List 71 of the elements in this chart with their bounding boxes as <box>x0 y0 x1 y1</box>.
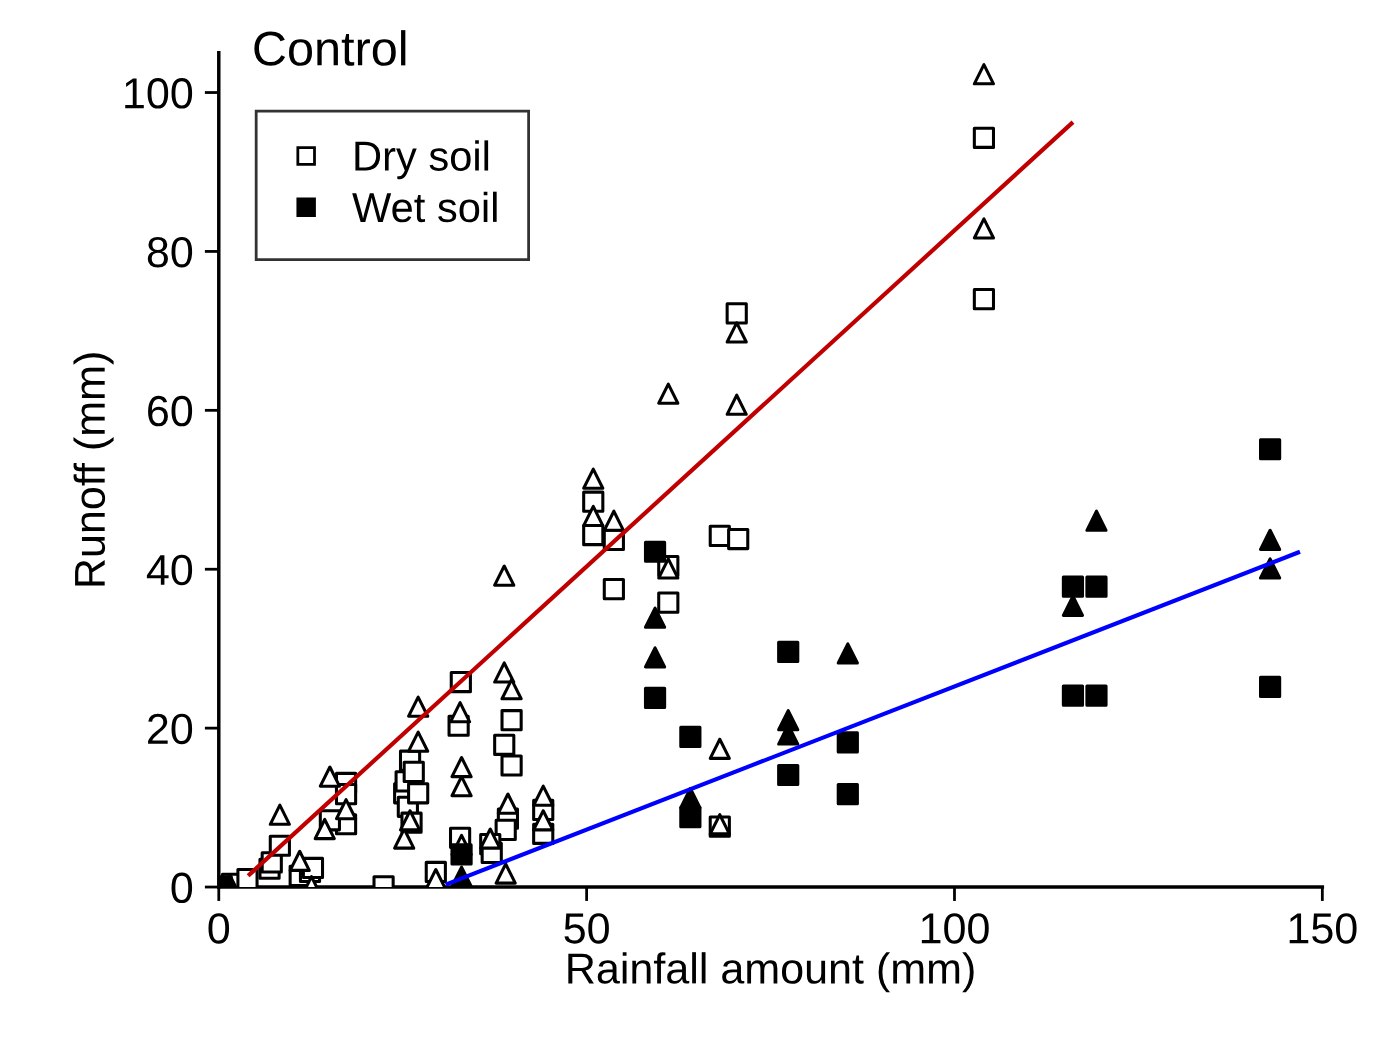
point <box>1259 675 1282 698</box>
point <box>643 686 667 710</box>
y-tick-label: 100 <box>125 78 193 109</box>
point <box>836 642 859 665</box>
point <box>836 782 859 806</box>
point <box>777 763 800 787</box>
y-tick-label: 40 <box>146 554 193 586</box>
point <box>494 818 517 841</box>
point <box>1061 594 1085 617</box>
point <box>493 564 516 587</box>
point <box>500 678 523 701</box>
point <box>450 755 473 779</box>
point <box>313 817 336 841</box>
point <box>496 792 520 815</box>
point <box>643 540 667 563</box>
point <box>532 809 555 832</box>
point <box>972 217 996 240</box>
y-axis-title: Runoff (mm) <box>73 353 114 586</box>
point <box>602 577 625 601</box>
point <box>708 737 731 760</box>
point <box>1061 684 1085 707</box>
point <box>582 490 605 513</box>
point <box>448 701 472 724</box>
point <box>1259 528 1282 551</box>
point <box>450 843 473 866</box>
point <box>407 695 430 718</box>
point <box>777 640 800 663</box>
point <box>643 646 667 669</box>
y-tick-label: 60 <box>148 395 193 427</box>
point <box>643 606 667 629</box>
y-tick-label: 0 <box>171 872 193 904</box>
point <box>836 731 859 754</box>
point <box>402 760 425 783</box>
point <box>532 784 555 807</box>
y-tick-label: 20 <box>148 713 193 745</box>
point <box>582 467 605 490</box>
point <box>493 733 516 756</box>
point <box>268 803 291 826</box>
point <box>725 393 748 416</box>
x-tick-label: 50 <box>564 913 609 944</box>
point <box>1085 509 1108 532</box>
point <box>725 302 748 325</box>
x-tick-label: 0 <box>208 913 230 944</box>
point <box>493 661 516 684</box>
point <box>657 591 680 614</box>
legend-label: Wet soil <box>352 191 497 223</box>
point <box>407 782 430 805</box>
point <box>334 798 358 821</box>
y-tick-label: 80 <box>147 236 193 268</box>
point <box>1085 575 1108 598</box>
x-tick-label: 150 <box>1289 913 1357 944</box>
point <box>1085 684 1108 707</box>
point <box>972 288 996 311</box>
point <box>500 709 523 732</box>
point <box>1259 438 1282 461</box>
point <box>450 775 473 798</box>
point <box>1061 575 1085 598</box>
point <box>679 725 702 748</box>
point <box>479 827 502 850</box>
point <box>288 849 311 872</box>
x-axis-title: Rainfall amount (mm) <box>568 952 974 993</box>
point <box>727 527 750 551</box>
point <box>500 754 523 777</box>
point <box>657 382 680 405</box>
point <box>725 321 748 344</box>
point <box>972 63 996 86</box>
point <box>494 862 517 885</box>
legend-label: Dry soil <box>355 140 489 180</box>
chart-title: Control <box>254 30 406 66</box>
point <box>972 126 996 149</box>
x-tick-label: 100 <box>921 913 989 944</box>
